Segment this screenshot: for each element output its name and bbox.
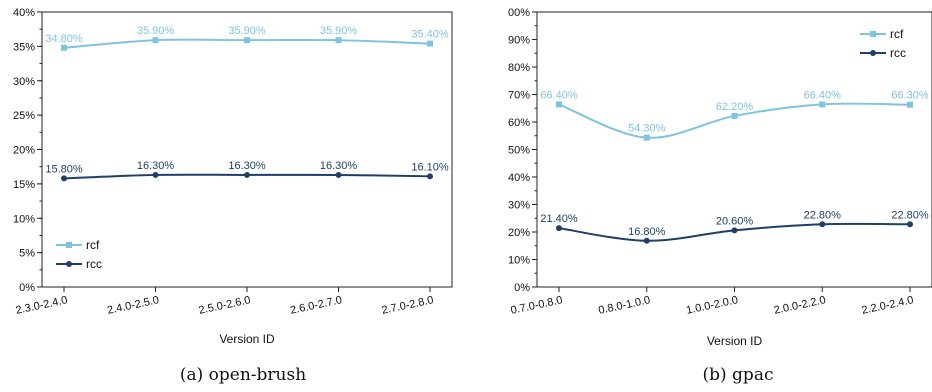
chart-panel-1: 0% 5% 10% 15% 20% 25% 30% 35% 40% 2.3.0-2.4.0 2.4.… — [13, 7, 453, 385]
data-label-rcc: 16.30% — [320, 160, 358, 172]
y-tick-label: 0% — [19, 282, 35, 294]
y-tick-label: 40% — [508, 172, 530, 184]
x-tick-label: 2.7.0-2.8.0 — [381, 294, 435, 317]
data-label-rcc: 16.80% — [628, 226, 666, 238]
y-tick-label: 80% — [508, 62, 530, 74]
data-point-rcc — [907, 221, 913, 228]
data-label-rcc: 16.30% — [137, 160, 175, 172]
y-tick-label: 10% — [13, 213, 35, 225]
data-point-rcc — [244, 171, 250, 178]
x-axis-title: Version ID — [219, 332, 275, 346]
data-point-rcc — [61, 175, 67, 182]
x-tick-label: 2.0.0-2.2.0 — [773, 294, 827, 317]
legend-label-rcf: rcf — [890, 27, 904, 41]
x-tick-label: 2.3.0-2.4.0 — [15, 294, 69, 317]
data-label-rcf: 66.40% — [540, 89, 578, 101]
data-point-rcf — [152, 37, 159, 44]
data-point-rcc — [427, 173, 433, 180]
data-label-rcf: 34.80% — [45, 33, 83, 45]
legend-label-rcc: rcc — [86, 257, 102, 271]
data-label-rcf: 62.20% — [716, 101, 754, 113]
y-tick-label: 0% — [514, 282, 530, 294]
legend-label-rcc: rcc — [890, 46, 906, 60]
data-label-rcf: 35.90% — [137, 25, 175, 37]
data-label-rcc: 15.80% — [45, 163, 83, 175]
y-tick-label: 20% — [508, 227, 530, 239]
data-label-rcc: 21.40% — [540, 213, 578, 225]
legend-label-rcf: rcf — [86, 238, 100, 252]
x-tick-label: 0.7.0-0.8.0 — [510, 294, 564, 317]
y-tick-label: 70% — [508, 90, 530, 102]
data-point-rcf — [427, 40, 433, 47]
legend: rcf rcc — [56, 238, 102, 271]
x-tick-label: 2.6.0-2.7.0 — [289, 294, 343, 317]
x-tick-label: 2.5.0-2.6.0 — [198, 294, 252, 317]
data-point-rcf — [819, 101, 826, 108]
y-tick-label: 30% — [508, 200, 530, 212]
data-point-rcf — [643, 134, 650, 141]
legend-marker-rcf — [66, 242, 72, 248]
data-label-rcf: 66.30% — [891, 90, 929, 102]
y-tick-label: 60% — [508, 117, 530, 129]
chart-panel-2: 0% 10% 20% 30% 40% 50% 60% 70% 80% 90% 00% 0.7.0-0.… — [508, 7, 932, 385]
data-point-rcf — [731, 112, 738, 119]
data-label-rcf: 66.40% — [804, 89, 842, 101]
data-label-rcc: 16.10% — [411, 161, 449, 173]
y-tick-label: 90% — [508, 35, 530, 47]
data-point-rcc — [556, 225, 562, 232]
y-tick-label: 40% — [13, 7, 35, 19]
data-point-rcc — [731, 227, 738, 234]
data-point-rcf — [907, 101, 913, 108]
data-point-rcc — [335, 171, 342, 178]
figure-caption: (a) open-brush — [180, 365, 306, 385]
y-tick-label: 20% — [13, 145, 35, 157]
data-label-rcf: 35.40% — [411, 29, 449, 41]
y-tick-label: 50% — [508, 145, 530, 157]
data-point-rcc — [152, 171, 159, 178]
y-tick-label: 30% — [13, 76, 35, 88]
data-point-rcf — [61, 44, 67, 51]
legend: rcf rcc — [860, 27, 906, 60]
x-axis-title: Version ID — [707, 334, 763, 348]
y-tick-label: 35% — [13, 41, 35, 53]
x-tick-label: 2.4.0-2.5.0 — [106, 294, 160, 317]
figure-caption: (b) gpac — [703, 365, 774, 385]
data-point-rcc — [643, 237, 650, 244]
data-point-rcc — [819, 221, 826, 228]
y-tick-label: 10% — [508, 255, 530, 267]
data-label-rcc: 22.80% — [804, 209, 842, 221]
data-point-rcf — [244, 37, 250, 44]
legend-marker-rcc — [66, 261, 72, 267]
x-tick-label: 1.0.0-2.0.0 — [685, 294, 739, 317]
y-tick-label: 25% — [13, 110, 35, 122]
legend-marker-rcf — [870, 31, 876, 37]
data-point-rcf — [335, 37, 342, 44]
data-label-rcf: 35.90% — [320, 25, 358, 37]
data-label-rcc: 16.30% — [228, 160, 266, 172]
legend-marker-rcc — [870, 50, 876, 56]
y-tick-label: 5% — [19, 248, 35, 260]
x-tick-label: 2.2.0-2.4.0 — [861, 294, 915, 317]
plot-frame — [41, 11, 453, 288]
data-point-rcf — [556, 101, 562, 108]
data-label-rcf: 35.90% — [228, 25, 266, 37]
data-label-rcf: 54.30% — [628, 123, 666, 135]
data-label-rcc: 22.80% — [891, 209, 929, 221]
y-tick-label: 15% — [13, 179, 35, 191]
x-tick-label: 0.8.0-1.0.0 — [597, 294, 651, 317]
data-label-rcc: 20.60% — [716, 215, 754, 227]
y-tick-label: 00% — [508, 7, 530, 19]
